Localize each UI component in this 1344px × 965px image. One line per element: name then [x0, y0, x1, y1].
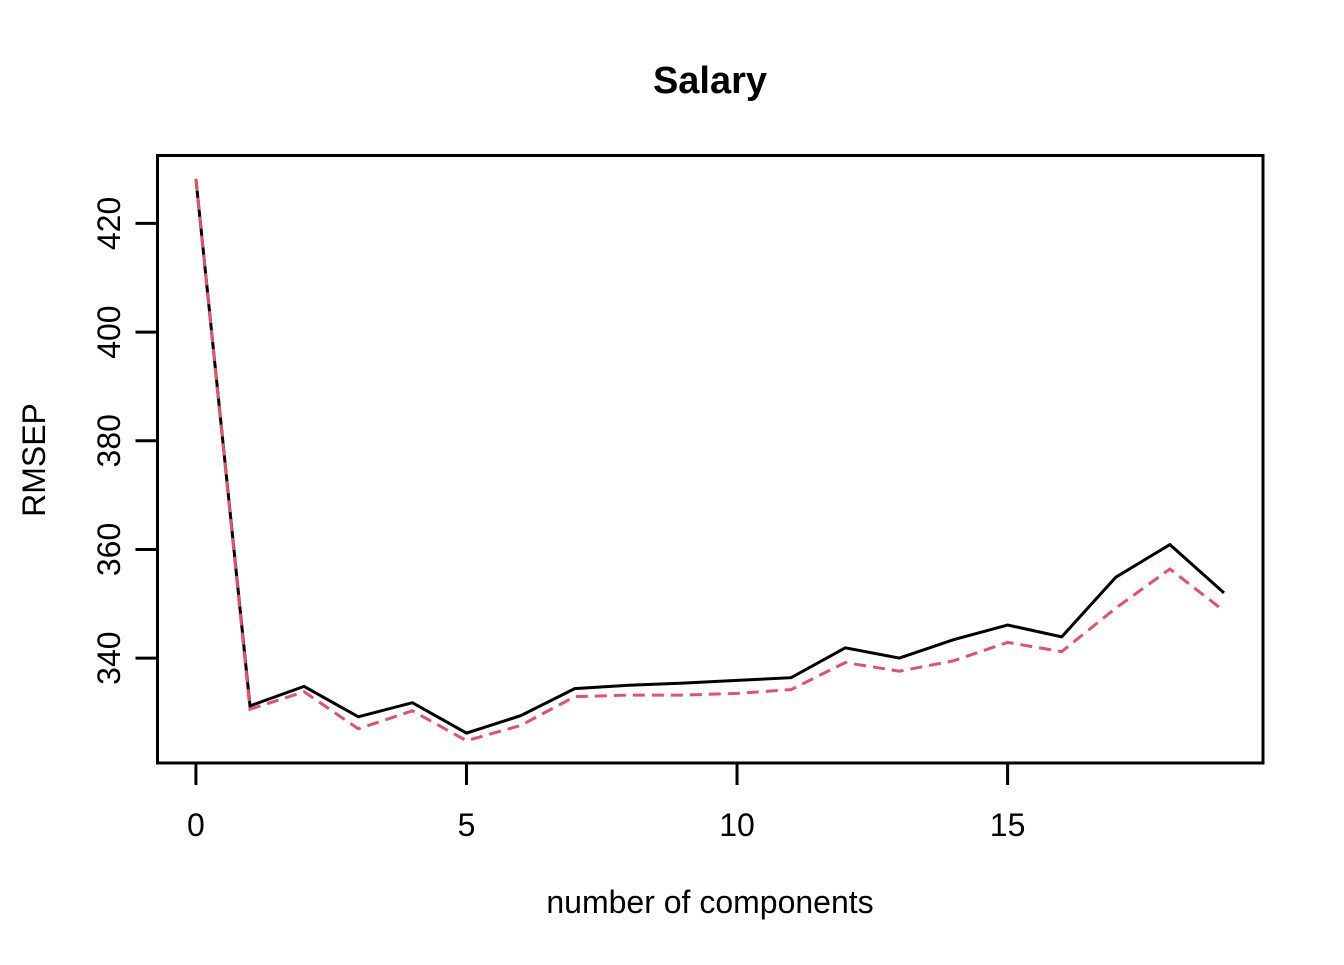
chart-generated-content: 0 5 10 15 340 360 380 400 420 [91, 154, 1265, 843]
y-tick-label: 420 [91, 197, 127, 250]
y-tick-label: 380 [91, 414, 127, 467]
plot-border [156, 154, 1265, 765]
y-tick-label: 360 [91, 523, 127, 576]
series-line-black-solid [194, 178, 1225, 735]
x-axis-title: number of components [546, 884, 873, 920]
series-line-red-dashed [194, 178, 1225, 743]
chart-title: Salary [653, 60, 767, 102]
x-tick-label: 0 [187, 807, 205, 843]
y-tick-label: 400 [91, 305, 127, 358]
x-tick-label: 5 [458, 807, 476, 843]
x-tick-label: 10 [719, 807, 755, 843]
x-tick-label: 15 [990, 807, 1026, 843]
y-tick-label: 340 [91, 631, 127, 684]
y-axis-title: RMSEP [16, 403, 52, 517]
